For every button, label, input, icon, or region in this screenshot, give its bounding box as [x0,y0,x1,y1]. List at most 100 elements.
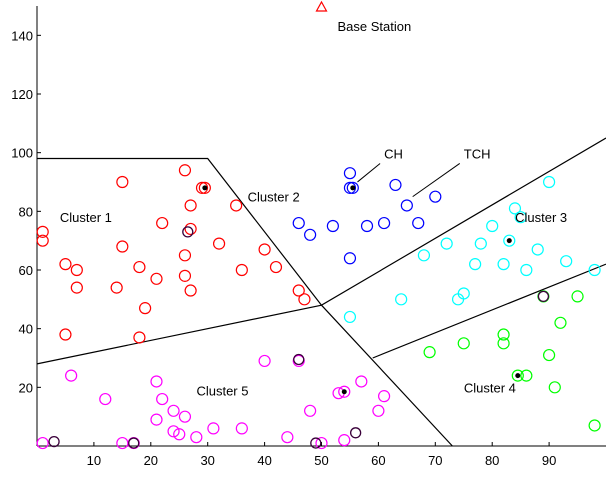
y-tick-label: 60 [19,263,33,278]
data-point-cluster-3 [520,263,533,277]
x-tick-label: 70 [428,453,442,468]
data-point-cluster-1 [235,263,248,277]
data-point-cluster-2 [360,219,374,233]
region-label-cluster-4: Cluster 4 [464,380,516,395]
data-point-cluster-1 [36,234,49,247]
y-tick-label: 20 [19,380,33,395]
dark-node-point [310,437,322,449]
cluster-head-marker-2 [346,181,359,194]
data-point-cluster-5 [116,436,129,450]
data-point-cluster-1 [139,302,152,315]
data-point-cluster-4 [588,419,601,432]
cluster-head-dot-3 [506,238,512,244]
data-point-cluster-1 [269,260,283,274]
cluster-head-dot-4 [515,373,521,379]
cluster-head-dot-2 [350,185,356,191]
data-point-cluster-5 [173,428,186,441]
data-point-cluster-5 [65,369,78,382]
data-point-cluster-5 [178,410,192,423]
data-point-cluster-5 [372,404,385,417]
x-tick-label: 40 [257,453,271,468]
annotation-label-tch: TCH [464,146,491,161]
y-tick-label: 40 [19,322,33,337]
data-point-cluster-1 [230,199,243,212]
data-point-cluster-5 [150,375,163,388]
data-point-cluster-5 [304,404,317,417]
y-tick-label: 80 [19,204,33,219]
data-point-cluster-5 [207,422,220,435]
dark-node-point [349,427,362,439]
dark-node-point [128,437,140,449]
data-point-cluster-1 [184,284,197,297]
x-tick-label: 80 [485,453,499,468]
data-point-cluster-5 [156,392,169,406]
cluster-head-dot-1 [202,185,208,191]
data-point-cluster-3 [531,243,544,256]
data-point-cluster-4 [497,337,510,350]
data-point-cluster-1 [150,272,163,285]
data-point-cluster-1 [59,328,72,341]
base-station-label: Base Station [338,19,412,34]
x-tick-label: 20 [144,453,158,468]
data-point-cluster-3 [588,263,601,277]
data-point-cluster-2 [343,252,357,265]
data-point-cluster-1 [116,175,129,189]
data-point-cluster-3 [457,287,470,300]
cluster-head-marker-1 [198,181,211,194]
data-point-cluster-4 [423,346,436,359]
base-station-marker [315,0,328,12]
data-point-cluster-5 [36,436,49,450]
data-point-cluster-4 [554,316,567,329]
x-tick-label: 10 [87,453,101,468]
cluster-head-marker-3 [503,234,516,247]
data-point-cluster-3 [508,202,522,215]
data-point-cluster-4 [497,328,510,341]
data-point-cluster-5 [190,431,203,444]
data-point-cluster-5 [292,354,305,368]
data-point-cluster-5 [258,354,271,368]
data-point-cluster-2 [304,228,317,241]
x-tick-label: 30 [200,453,214,468]
data-point-cluster-3 [560,255,573,268]
data-point-cluster-2 [389,178,402,192]
data-point-cluster-1 [212,237,226,250]
x-tick-label: 50 [314,453,328,468]
dark-node-point [537,290,550,303]
data-point-cluster-5 [315,436,328,450]
data-point-cluster-5 [167,425,180,438]
cluster-boundary-line-1 [37,157,453,447]
data-point-cluster-3 [469,258,482,271]
region-label-cluster-2: Cluster 2 [248,190,300,205]
y-tick-label: 120 [11,87,33,102]
data-point-cluster-5 [99,392,112,406]
data-point-cluster-1 [110,281,123,294]
data-point-cluster-1 [178,269,192,282]
region-label-cluster-3: Cluster 3 [515,210,567,225]
annotation-leader-line-2 [412,163,461,198]
data-point-cluster-3 [417,249,431,262]
data-point-cluster-4 [542,348,556,362]
cluster-head-marker-5 [338,385,351,398]
data-point-cluster-1 [292,284,305,297]
annotation-leader-line-1 [357,163,381,183]
data-point-cluster-2 [429,190,442,203]
y-tick-label: 140 [11,28,33,43]
data-point-cluster-3 [514,211,527,224]
data-point-cluster-1 [70,281,83,294]
cluster-head-marker-4 [511,369,524,382]
cluster-boundary-line-3 [372,263,606,359]
data-point-cluster-1 [178,164,192,177]
data-point-cluster-2 [400,199,413,212]
data-point-cluster-4 [520,369,533,382]
data-point-cluster-2 [412,216,425,230]
data-point-cluster-5 [377,390,391,403]
data-point-cluster-1 [116,240,129,253]
dark-node-point [48,435,60,448]
data-point-cluster-2 [377,216,391,230]
y-tick-label: 100 [11,146,33,161]
data-point-cluster-3 [542,175,556,189]
data-point-cluster-5 [281,431,294,444]
data-point-cluster-3 [497,258,510,271]
x-tick-label: 60 [371,453,385,468]
